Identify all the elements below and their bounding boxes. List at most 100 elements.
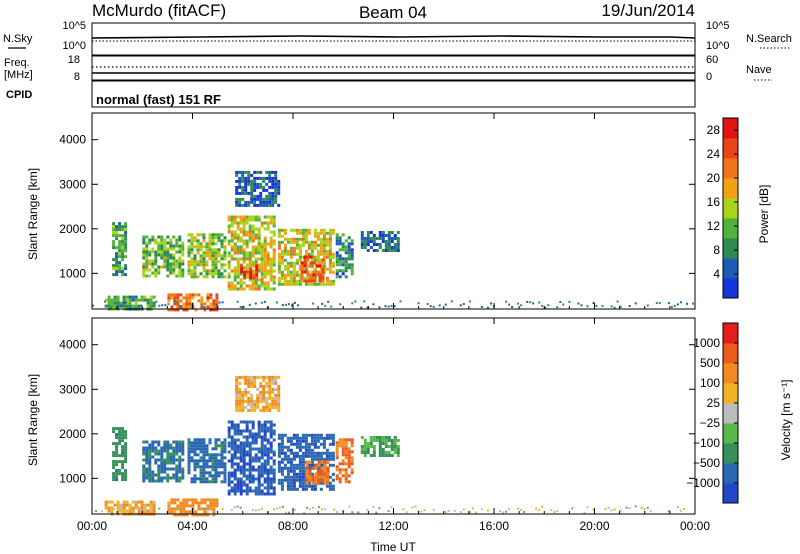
- data-cell: [262, 384, 266, 388]
- data-cell: [305, 472, 309, 476]
- data-cell: [233, 426, 237, 430]
- data-cell: [236, 266, 240, 270]
- data-cell: [187, 260, 191, 264]
- data-cell: [116, 295, 120, 299]
- data-cell: [236, 489, 240, 493]
- data-cell: [295, 478, 299, 482]
- data-cell: [227, 480, 231, 484]
- data-cell: [269, 230, 273, 234]
- data-cell: [166, 274, 170, 278]
- data-cell: [310, 433, 314, 437]
- data-cell: [248, 251, 252, 255]
- data-cell: [304, 454, 308, 458]
- data-cell: [182, 302, 186, 306]
- data-cell: [344, 275, 348, 279]
- data-cell: [335, 272, 339, 276]
- data-cell: [205, 477, 209, 481]
- data-cell: [300, 276, 304, 280]
- data-cell: [185, 308, 189, 312]
- scatter-region: [235, 170, 281, 207]
- velocity-data-layer: [95, 375, 685, 517]
- data-cell: [347, 459, 351, 463]
- data-cell: [170, 305, 174, 309]
- data-cell: [271, 399, 275, 403]
- data-cell: [193, 459, 197, 463]
- data-cell: [112, 243, 116, 247]
- data-cell: [344, 480, 348, 484]
- data-cell: [250, 182, 254, 186]
- data-cell: [148, 268, 152, 272]
- data-cell: [263, 429, 267, 433]
- data-cell: [243, 270, 247, 274]
- data-cell: [277, 179, 281, 183]
- data-cell: [193, 254, 197, 258]
- data-cell: [124, 475, 128, 479]
- data-cell: [263, 453, 267, 457]
- data-cell: [193, 462, 197, 466]
- data-cell: [256, 399, 260, 403]
- data-cell: [128, 295, 132, 299]
- data-cell: [341, 257, 345, 261]
- data-cell: [272, 450, 276, 454]
- data-cell: [320, 466, 324, 470]
- data-cell: [202, 245, 206, 249]
- data-cell: [148, 443, 152, 447]
- data-cell: [245, 263, 249, 267]
- data-cell: [303, 279, 307, 283]
- data-cell: [152, 295, 156, 299]
- data-cell: [432, 305, 435, 308]
- data-cell: [658, 302, 661, 305]
- data-cell: [259, 200, 263, 204]
- data-cell: [251, 459, 255, 463]
- data-cell: [260, 441, 264, 445]
- data-cell: [280, 273, 284, 277]
- data-cell: [387, 439, 391, 442]
- data-cell: [104, 300, 107, 303]
- data-cell: [230, 462, 234, 466]
- data-cell: [251, 248, 255, 252]
- data-cell: [166, 476, 170, 480]
- data-cell: [259, 185, 263, 189]
- data-cell: [254, 441, 258, 445]
- data-cell: [239, 441, 243, 445]
- power-ylabel: Slant Range [km]: [26, 168, 40, 260]
- data-cell: [244, 390, 248, 394]
- data-cell: [196, 477, 200, 481]
- data-cell: [178, 238, 182, 242]
- data-cell: [283, 463, 287, 467]
- data-cell: [206, 511, 209, 514]
- data-cell: [317, 478, 321, 482]
- data-cell: [268, 179, 272, 183]
- data-cell: [227, 230, 231, 234]
- data-cell: [251, 432, 255, 436]
- data-cell: [217, 254, 221, 258]
- data-cell: [292, 433, 296, 437]
- data-cell: [344, 474, 348, 478]
- data-cell: [277, 276, 281, 280]
- ytick-label: 3000: [59, 177, 86, 191]
- data-cell: [149, 506, 153, 510]
- data-cell: [323, 469, 327, 473]
- data-cell: [257, 245, 261, 249]
- data-cell: [181, 271, 185, 275]
- data-cell: [319, 237, 323, 241]
- data-cell: [206, 296, 210, 300]
- data-cell: [239, 483, 243, 487]
- data-cell: [181, 467, 185, 471]
- data-cell: [199, 480, 203, 484]
- data-cell: [245, 435, 249, 439]
- ytick-label: 4000: [59, 133, 86, 147]
- data-cell: [131, 295, 135, 299]
- data-cell: [190, 260, 194, 264]
- data-cell: [208, 456, 212, 460]
- data-cell: [250, 393, 254, 397]
- data-cell: [378, 454, 382, 457]
- data-cell: [124, 240, 128, 244]
- data-cell: [238, 191, 242, 195]
- data-cell: [274, 170, 278, 174]
- data-cell: [248, 233, 252, 237]
- data-cell: [199, 254, 203, 258]
- data-cell: [265, 170, 269, 174]
- data-cell: [298, 457, 302, 461]
- data-cell: [172, 473, 176, 477]
